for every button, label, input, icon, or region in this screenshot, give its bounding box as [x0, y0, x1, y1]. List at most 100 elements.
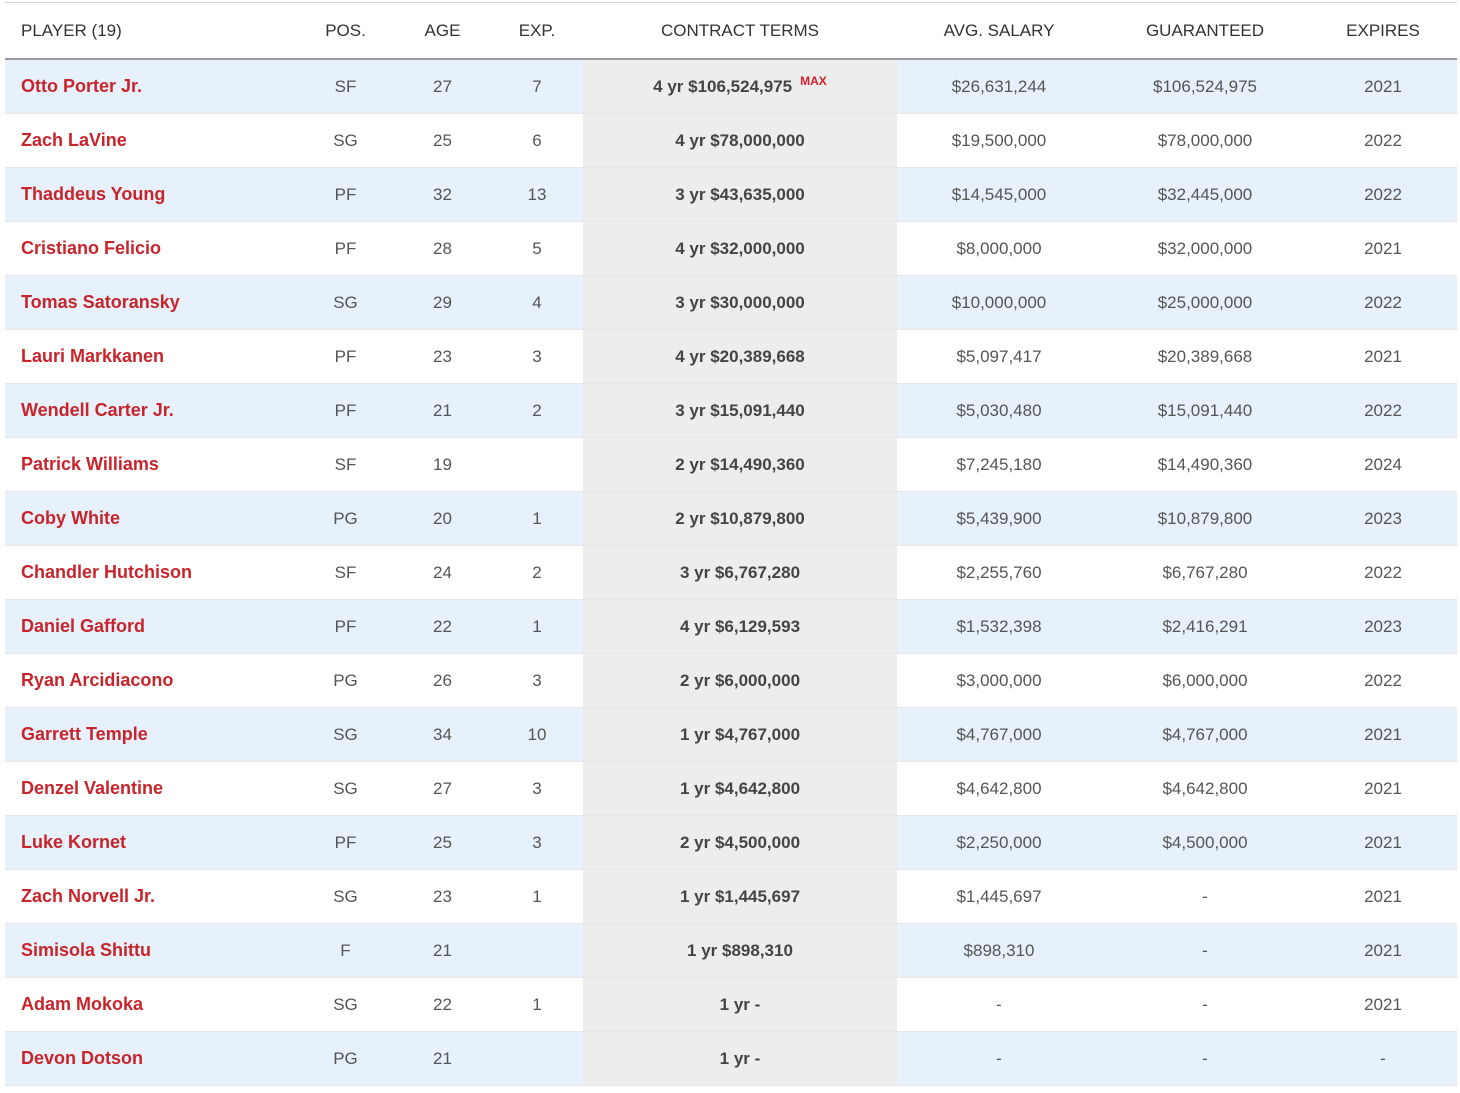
expires-cell: 2021	[1309, 761, 1457, 816]
experience-cell: 1	[491, 977, 583, 1032]
table-row: Adam Mokoka SG 22 1 1 yr - - - 2021	[5, 977, 1457, 1032]
table-row: Tomas Satoransky SG 29 4 3 yr $30,000,000 $10…	[5, 275, 1457, 330]
player-name-link[interactable]: Lauri Markkanen	[5, 329, 297, 384]
player-name-link[interactable]: Otto Porter Jr.	[5, 59, 297, 114]
age-cell: 23	[394, 329, 491, 384]
guaranteed-cell-text: $10,879,800	[1157, 508, 1253, 528]
guaranteed-cell: -	[1101, 869, 1309, 924]
age-cell: 21	[394, 383, 491, 438]
player-name-link[interactable]: Chandler Hutchison	[5, 545, 297, 600]
player-name-link[interactable]: Luke Kornet	[5, 815, 297, 870]
contract-terms-cell: 1 yr $1,445,697	[583, 869, 897, 924]
contract-terms-cell-text: 4 yr $6,129,593	[679, 616, 801, 636]
player-name-link[interactable]: Coby White	[5, 491, 297, 546]
age-cell-text: 22	[433, 994, 452, 1014]
player-name-link-text[interactable]: Ryan Arcidiacono	[21, 670, 174, 690]
player-name-link-text[interactable]: Wendell Carter Jr.	[21, 400, 174, 420]
player-name-link-text[interactable]: Chandler Hutchison	[21, 562, 193, 582]
player-name-link-text[interactable]: Otto Porter Jr.	[21, 76, 143, 96]
expires-cell-text: 2022	[1364, 400, 1402, 420]
contract-terms-cell: 3 yr $6,767,280	[583, 545, 897, 600]
age-cell-text: 32	[433, 184, 452, 204]
avg-salary-cell-text: $4,642,800	[956, 778, 1042, 798]
player-name-link-text[interactable]: Tomas Satoransky	[21, 292, 180, 312]
expires-cell-text: 2023	[1364, 616, 1402, 636]
player-name-link-text[interactable]: Zach LaVine	[21, 130, 127, 150]
avg-salary-cell-text: $4,767,000	[956, 724, 1042, 744]
player-name-link[interactable]: Denzel Valentine	[5, 761, 297, 816]
contract-terms-cell-text: 1 yr -	[719, 994, 761, 1014]
player-name-link[interactable]: Garrett Temple	[5, 707, 297, 762]
header-pos[interactable]: POS.	[297, 2, 394, 60]
expires-cell: 2021	[1309, 869, 1457, 924]
experience-cell-text: 13	[527, 184, 547, 204]
position-cell: PG	[297, 1031, 394, 1086]
contract-terms-cell-text: 3 yr $6,767,280	[679, 562, 801, 582]
player-name-link[interactable]: Patrick Williams	[5, 437, 297, 492]
player-name-link-text[interactable]: Daniel Gafford	[21, 616, 146, 636]
header-guaranteed[interactable]: GUARANTEED	[1101, 2, 1309, 60]
player-name-link[interactable]: Zach LaVine	[5, 113, 297, 168]
guaranteed-cell-text: $15,091,440	[1157, 400, 1253, 420]
player-name-link[interactable]: Zach Norvell Jr.	[5, 869, 297, 924]
contract-terms-cell: 3 yr $30,000,000	[583, 275, 897, 330]
player-name-link[interactable]: Thaddeus Young	[5, 167, 297, 222]
player-name-link[interactable]: Tomas Satoransky	[5, 275, 297, 330]
position-cell: PG	[297, 491, 394, 546]
player-name-link-text[interactable]: Garrett Temple	[21, 724, 148, 744]
age-cell: 21	[394, 923, 491, 978]
player-name-link-text[interactable]: Simisola Shittu	[21, 940, 152, 960]
header-contract[interactable]: CONTRACT TERMS	[583, 2, 897, 60]
contract-terms-cell: 1 yr $4,767,000	[583, 707, 897, 762]
avg-salary-cell-text: $26,631,244	[951, 76, 1047, 96]
player-name-link-text[interactable]: Thaddeus Young	[21, 184, 166, 204]
avg-salary-cell: $10,000,000	[897, 275, 1101, 330]
player-name-link-text[interactable]: Devon Dotson	[21, 1048, 144, 1068]
avg-salary-cell-text: $5,439,900	[956, 508, 1042, 528]
player-name-link[interactable]: Adam Mokoka	[5, 977, 297, 1032]
contract-terms-cell: 1 yr -	[583, 977, 897, 1032]
header-player[interactable]: PLAYER (19)	[5, 2, 297, 60]
player-name-link-text[interactable]: Lauri Markkanen	[21, 346, 165, 366]
expires-cell: 2022	[1309, 275, 1457, 330]
guaranteed-cell-text: $20,389,668	[1157, 346, 1253, 366]
player-name-link[interactable]: Cristiano Felicio	[5, 221, 297, 276]
contract-terms-cell: 1 yr $4,642,800	[583, 761, 897, 816]
avg-salary-cell: $2,250,000	[897, 815, 1101, 870]
player-name-link-text[interactable]: Adam Mokoka	[21, 994, 144, 1014]
player-name-link[interactable]: Daniel Gafford	[5, 599, 297, 654]
table-row: Zach Norvell Jr. SG 23 1 1 yr $1,445,697 $1,4…	[5, 869, 1457, 924]
header-age[interactable]: AGE	[394, 2, 491, 60]
header-avg-salary[interactable]: AVG. SALARY	[897, 2, 1101, 60]
avg-salary-cell: -	[897, 977, 1101, 1032]
experience-cell: 2	[491, 545, 583, 600]
player-name-link[interactable]: Simisola Shittu	[5, 923, 297, 978]
experience-cell: 13	[491, 167, 583, 222]
age-cell: 21	[394, 1031, 491, 1086]
player-name-link-text[interactable]: Zach Norvell Jr.	[21, 886, 156, 906]
table-row: Garrett Temple SG 34 10 1 yr $4,767,000 $4,76…	[5, 707, 1457, 762]
player-name-link[interactable]: Devon Dotson	[5, 1031, 297, 1086]
experience-cell-text: 6	[532, 130, 542, 150]
player-name-link-text[interactable]: Luke Kornet	[21, 832, 127, 852]
player-name-link-text[interactable]: Cristiano Felicio	[21, 238, 162, 258]
header-expires[interactable]: EXPIRES	[1309, 2, 1457, 60]
age-cell: 27	[394, 761, 491, 816]
player-name-link[interactable]: Wendell Carter Jr.	[5, 383, 297, 438]
expires-cell-text: 2021	[1364, 238, 1402, 258]
guaranteed-cell: $6,767,280	[1101, 545, 1309, 600]
position-cell-text: PF	[334, 400, 357, 420]
player-name-link[interactable]: Ryan Arcidiacono	[5, 653, 297, 708]
position-cell-text: SG	[333, 292, 358, 312]
expires-cell-text: 2021	[1364, 886, 1402, 906]
header-exp[interactable]: EXP.	[491, 2, 583, 60]
player-name-link-text[interactable]: Coby White	[21, 508, 120, 528]
position-cell-text: SG	[333, 994, 358, 1014]
experience-cell: 10	[491, 707, 583, 762]
avg-salary-cell: $19,500,000	[897, 113, 1101, 168]
player-name-link-text[interactable]: Denzel Valentine	[21, 778, 164, 798]
max-contract-badge: MAX	[800, 73, 827, 88]
player-name-link-text[interactable]: Patrick Williams	[21, 454, 159, 474]
experience-cell: 2	[491, 383, 583, 438]
expires-cell: 2021	[1309, 707, 1457, 762]
